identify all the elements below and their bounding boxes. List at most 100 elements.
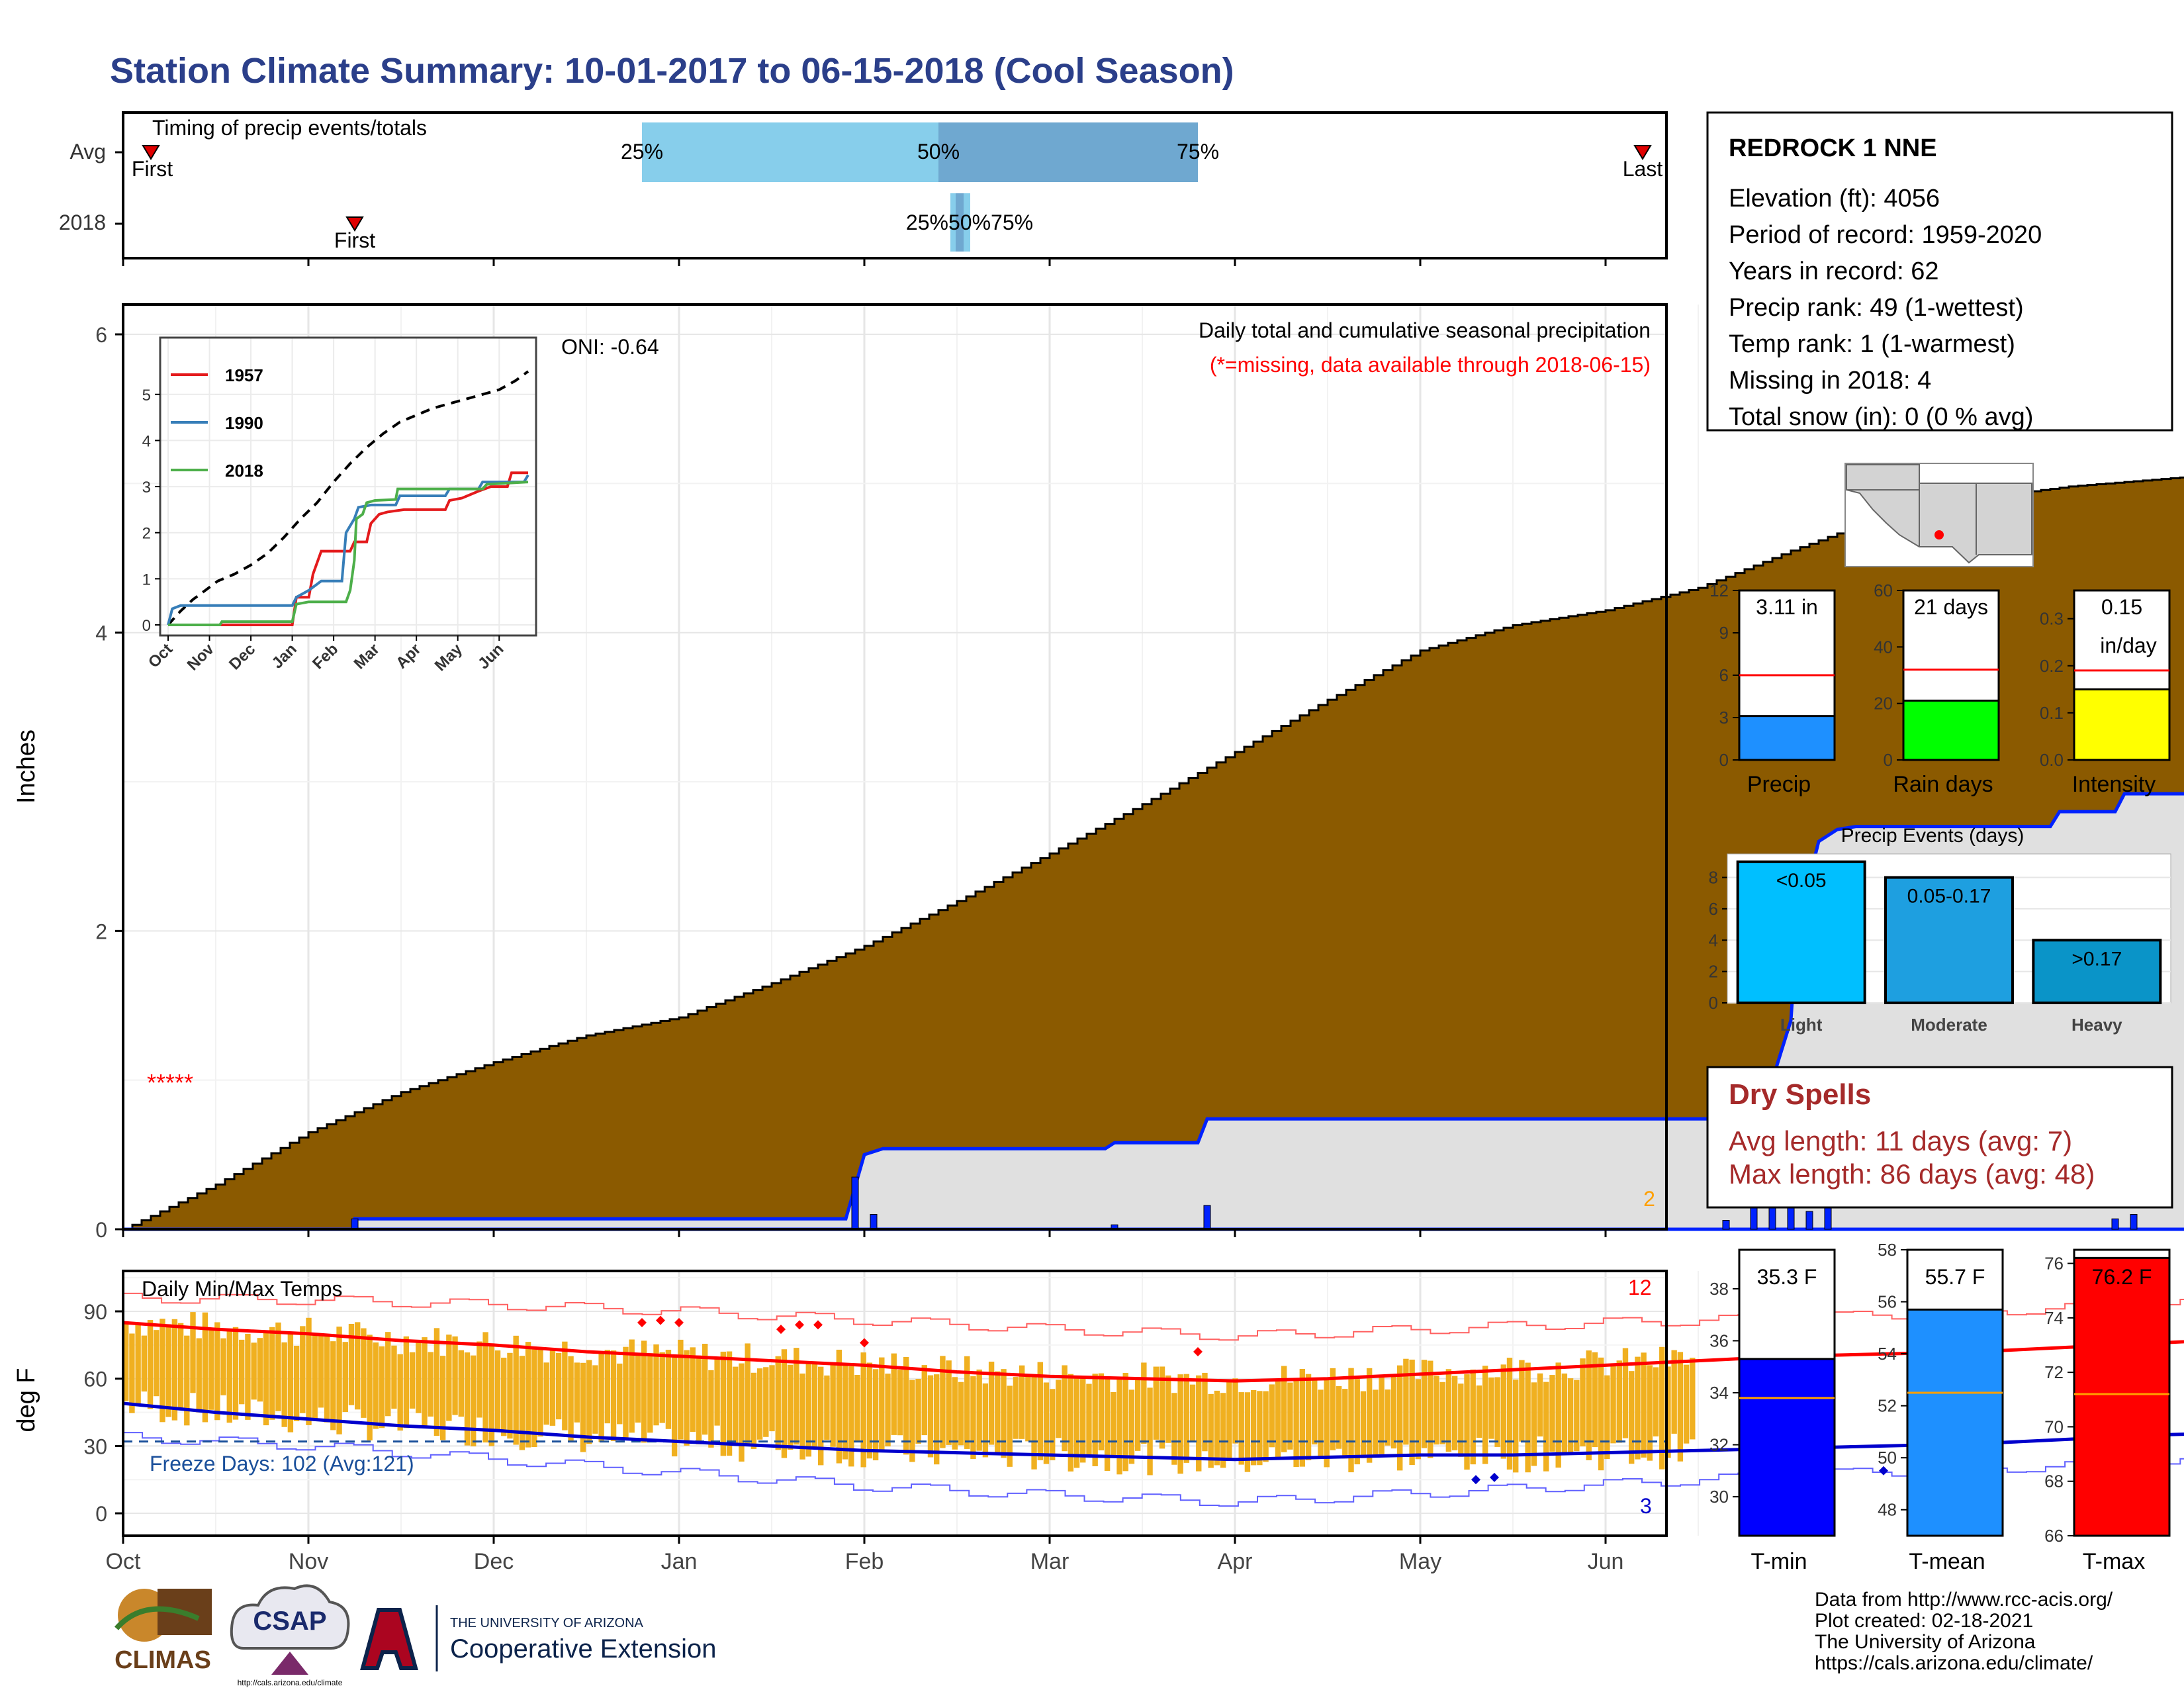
daily-temp-bar — [1428, 1360, 1433, 1458]
daily-temp-bar — [1513, 1380, 1519, 1473]
daily-temp-bar — [641, 1340, 647, 1443]
inset-ytick-label: 3 — [142, 479, 151, 496]
daily-temp-bar — [1025, 1375, 1031, 1442]
daily-temp-bar — [927, 1375, 934, 1458]
daily-temp-bar — [635, 1354, 641, 1423]
daily-temp-bar — [1007, 1385, 1013, 1467]
daily-temp-bar — [263, 1331, 269, 1426]
daily-temp-bar — [385, 1332, 391, 1417]
daily-temp-bar — [665, 1350, 672, 1429]
summary-category-label: Rain days — [1893, 772, 1993, 797]
events-title: Precip Events (days) — [1841, 825, 2025, 847]
avg-first-marker — [142, 145, 160, 160]
daily-temp-bar — [562, 1341, 568, 1430]
daily-temp-bar — [1379, 1376, 1385, 1454]
month-label: Dec — [474, 1549, 514, 1574]
precip-ytick-label: 0 — [95, 1218, 107, 1242]
daily-temp-bar — [367, 1335, 373, 1440]
daily-temp-bar — [1622, 1348, 1629, 1438]
daily-temp-bar — [1080, 1376, 1086, 1463]
daily-temp-bar — [604, 1350, 611, 1424]
daily-temp-bar — [1226, 1379, 1232, 1458]
daily-temp-bar — [312, 1334, 318, 1420]
daily-temp-bar — [860, 1352, 866, 1468]
daily-temp-bar — [1348, 1368, 1354, 1473]
daily-temp-bar — [251, 1342, 257, 1400]
record-max-line — [123, 1292, 2184, 1341]
daily-temp-bar — [659, 1352, 665, 1423]
events-bars: <0.05 Light 0.05-0.17 Moderate >0.17 Heavy — [1736, 860, 2162, 1035]
temp-summary-ytick-label: 70 — [2044, 1417, 2064, 1436]
daily-temp-bar — [1269, 1384, 1275, 1448]
daily-temp-bar — [1013, 1377, 1019, 1439]
daily-temp-bar — [854, 1374, 860, 1442]
daily-temp-bar — [1635, 1356, 1641, 1460]
daily-temp-bar — [1506, 1358, 1513, 1470]
daily-temp-bar — [818, 1366, 824, 1466]
daily-temp-bar — [1104, 1376, 1111, 1472]
daily-temp-bar — [1111, 1391, 1116, 1457]
inset-ytick-label: 4 — [142, 432, 151, 450]
daily-temp-bar — [318, 1335, 324, 1408]
temp-summary-ytick-label: 38 — [1709, 1279, 1729, 1299]
avg-q25-label: 25% — [621, 140, 663, 164]
inset-ytick-label: 5 — [142, 387, 151, 404]
daily-temp-bar — [1354, 1379, 1360, 1465]
daily-temp-bar — [1433, 1376, 1439, 1445]
daily-temp-bar — [1263, 1391, 1269, 1462]
timing-panel: 25%50%75%25%50%75% FirstLastFirstLast Ti… — [59, 111, 1774, 266]
daily-temp-bar — [897, 1370, 903, 1436]
daily-temp-bar — [733, 1366, 739, 1444]
daily-temp-bar — [293, 1345, 300, 1421]
precip-frame — [122, 303, 1668, 1231]
daily-precip-bar — [851, 1176, 859, 1230]
daily-temp-bar — [811, 1364, 818, 1448]
temp-summary-ytick-label: 34 — [1709, 1383, 1729, 1403]
daily-temp-bar — [1141, 1362, 1147, 1444]
temp-panel: 0 30 60 90 Oct Nov Dec Jan Feb Mar Apr May Jun Dail… — [13, 1270, 2184, 1574]
daily-temp-bar — [1019, 1365, 1025, 1439]
daily-temp-bar — [1385, 1389, 1390, 1446]
record-max-point — [795, 1320, 804, 1330]
inset-ytick-label: 0 — [142, 617, 151, 635]
summary-ytick-label: 12 — [1709, 581, 1729, 600]
precip-y-ticks: 0 2 4 6 — [95, 323, 123, 1242]
daily-temp-bar — [355, 1322, 361, 1410]
summary-ytick-label: 3 — [1719, 708, 1729, 727]
ua-a-mark — [360, 1608, 418, 1670]
ua-big-text: Cooperative Extension — [450, 1634, 716, 1664]
station-line-1: Elevation (ft): 4056 — [1729, 185, 1940, 212]
record-max-point — [813, 1320, 823, 1330]
temp-x-ticks: Oct Nov Dec Jan Feb Mar Apr May Jun — [106, 1536, 1623, 1574]
month-label: Oct — [106, 1549, 141, 1574]
daily-temp-bar — [403, 1336, 410, 1429]
precip-subtitle: Daily total and cumulative seasonal prec… — [1199, 318, 1651, 342]
daily-temp-bar — [1482, 1366, 1488, 1464]
events-bar-label: 0.05-0.17 — [1907, 886, 1991, 908]
daily-temp-bar — [1159, 1366, 1165, 1449]
daily-temp-bar — [1183, 1374, 1190, 1463]
record-max-point — [776, 1325, 786, 1335]
daily-temp-bar — [1366, 1368, 1373, 1463]
daily-temp-bar — [1690, 1358, 1696, 1440]
daily-temp-bar — [794, 1348, 799, 1445]
daily-temp-bar — [433, 1328, 440, 1436]
daily-temp-bar — [1641, 1352, 1647, 1458]
summary-ytick-label: 0.1 — [2040, 703, 2064, 723]
daily-temp-bar — [1494, 1377, 1500, 1447]
dry-spells-avg: Avg length: 11 days (avg: 7) — [1729, 1125, 2072, 1156]
oni-label: ONI: -0.64 — [561, 335, 659, 359]
temp-summary-value: 55.7 F — [1925, 1265, 1985, 1289]
daily-temp-bar — [416, 1340, 422, 1413]
daily-temp-bar — [720, 1351, 727, 1456]
dry-spells-title: Dry Spells — [1729, 1078, 1871, 1111]
summary-ytick-label: 20 — [1874, 694, 1893, 714]
daily-temp-bar — [988, 1362, 995, 1445]
daily-temp-bar — [409, 1352, 416, 1409]
daily-temp-bar — [617, 1363, 623, 1425]
daily-temp-bar — [135, 1323, 141, 1405]
summary-value-unit: in/day — [2100, 633, 2156, 657]
daily-temp-bar — [464, 1352, 471, 1446]
daily-temp-bar — [1598, 1357, 1604, 1471]
daily-temp-bar — [507, 1352, 513, 1439]
